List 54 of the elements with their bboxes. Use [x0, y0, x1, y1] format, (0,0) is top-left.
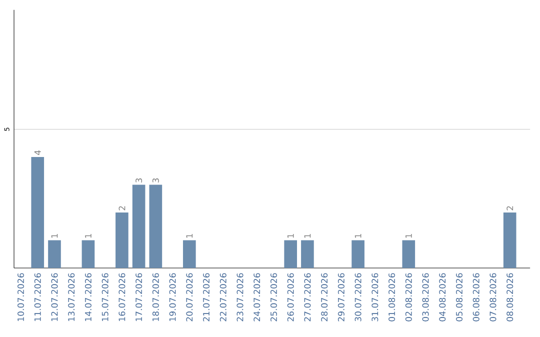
x-tick-label: 16.07.2026	[118, 272, 126, 321]
bar	[149, 184, 162, 268]
bar	[352, 240, 364, 268]
bar	[402, 240, 416, 268]
bar	[31, 156, 44, 268]
data-label: 4	[34, 150, 41, 155]
x-tick-label: 21.07.2026	[203, 272, 210, 322]
bar	[116, 212, 128, 268]
bar	[301, 240, 314, 268]
x-tick-label: 27.07.2026	[304, 272, 311, 322]
data-label: 2	[118, 206, 126, 210]
data-label: 1	[406, 234, 412, 238]
data-label: 1	[287, 234, 294, 238]
x-tick-label: 30.07.2026	[354, 272, 362, 322]
x-tick-label: 10.07.2026	[18, 272, 24, 321]
x-tick-label: 08.08.2026	[506, 272, 514, 322]
data-label: 3	[136, 178, 142, 182]
x-tick-label: 01.08.2026	[388, 272, 396, 322]
x-tick-label: 18.07.2026	[152, 272, 159, 321]
data-label: 1	[186, 234, 193, 238]
x-tick-label: 11.07.2026	[34, 272, 41, 321]
x-tick-label: 26.07.2026	[287, 272, 294, 322]
data-label: 1	[85, 234, 92, 238]
data-label: 2	[506, 206, 514, 210]
x-tick-label: 23.07.2026	[236, 272, 244, 322]
bar	[82, 240, 95, 268]
x-tick-label: 22.07.2026	[220, 272, 226, 322]
data-label: 1	[304, 234, 311, 238]
x-tick-label: 03.08.2026	[422, 272, 429, 322]
x-tick-label: 14.07.2026	[84, 272, 92, 321]
x-tick-label: 19.07.2026	[169, 272, 176, 321]
data-label: 1	[354, 234, 362, 238]
bar	[503, 212, 516, 268]
data-label: 3	[152, 178, 159, 182]
x-tick-label: 31.07.2026	[372, 272, 378, 322]
x-tick-label: 02.08.2026	[405, 272, 412, 322]
x-tick-label: 06.08.2026	[472, 272, 480, 322]
x-tick-label: 15.07.2026	[102, 272, 108, 321]
bar	[284, 240, 297, 268]
x-tick-label: 24.07.2026	[254, 272, 260, 322]
x-tick-label: 29.07.2026	[338, 272, 344, 322]
data-label: 1	[51, 234, 58, 238]
x-tick-label: 07.08.2026	[490, 272, 496, 322]
x-tick-label: 28.07.2026	[321, 272, 328, 322]
x-tick-label: 05.08.2026	[456, 272, 462, 322]
x-tick-label: 25.07.2026	[270, 272, 277, 322]
x-tick-label: 17.07.2026	[136, 272, 142, 321]
bar	[48, 240, 61, 268]
bar	[132, 184, 146, 268]
bar	[182, 240, 196, 268]
x-tick-label: 20.07.2026	[186, 272, 193, 322]
x-tick-label: 13.07.2026	[68, 272, 75, 321]
x-tick-label: 04.08.2026	[439, 272, 446, 322]
x-tick-label: 12.07.2026	[51, 272, 58, 321]
